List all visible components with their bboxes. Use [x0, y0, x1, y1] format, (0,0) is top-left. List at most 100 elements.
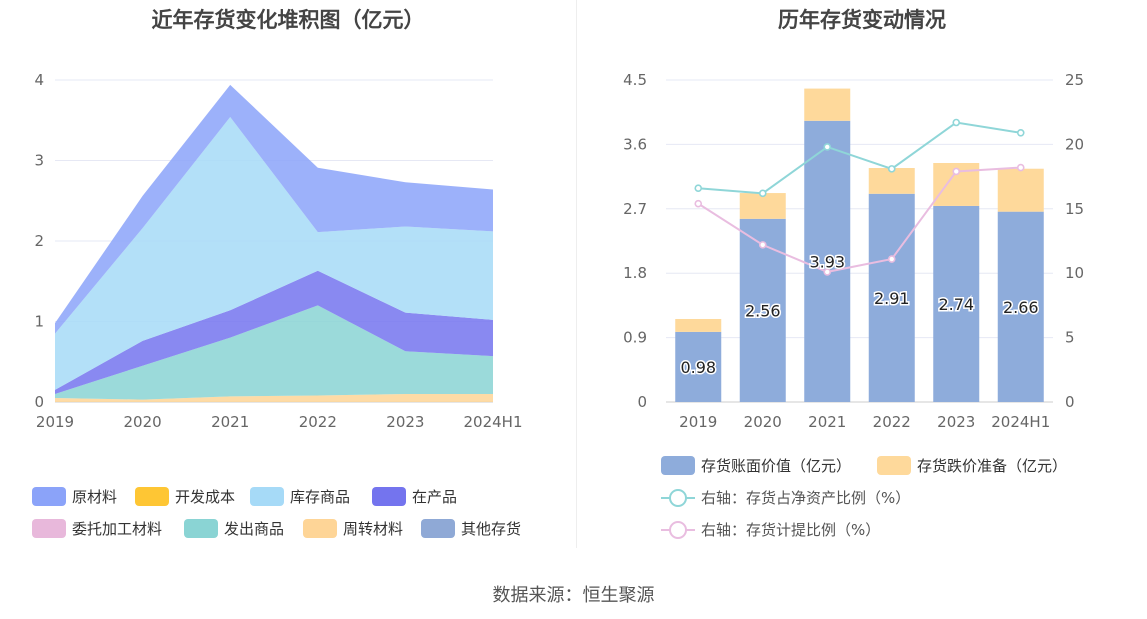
legend-item[interactable]: 存货账面价值（亿元）: [661, 455, 851, 476]
area-4: [55, 270, 493, 394]
legend-label: 委托加工材料: [72, 520, 163, 538]
bar-impairment-reserve: [804, 88, 851, 121]
bar-carrying-value: [675, 331, 722, 402]
y-tick-label: 3: [34, 152, 44, 170]
legend-swatch: [32, 487, 66, 506]
bar-impairment-reserve: [739, 193, 786, 219]
x-tick-label: 2020: [744, 413, 782, 431]
legend-line-marker: [661, 488, 695, 508]
y-left-tick-label: 4.5: [623, 71, 647, 89]
legend-item[interactable]: 库存商品: [250, 486, 350, 507]
bar-carrying-value: [997, 211, 1044, 402]
y-left-tick-label: 2.7: [623, 200, 647, 218]
y-right-tick-label: 15: [1065, 200, 1084, 218]
area-3: [55, 117, 493, 390]
bar-value-label: 2.66: [1003, 298, 1039, 317]
legend-item[interactable]: 右轴：存货计提比例（%）: [661, 519, 880, 540]
left-chart-title: 近年存货变化堆积图（亿元）: [151, 8, 425, 32]
legend-item[interactable]: 原材料: [32, 486, 117, 507]
legend-label: 库存商品: [290, 488, 351, 506]
bar-carrying-value: [804, 120, 851, 402]
legend-label: 开发成本: [175, 488, 236, 506]
legend-label: 周转材料: [343, 520, 404, 538]
bar-carrying-value: [739, 218, 786, 402]
bar-line-chart-panel: 历年存货变动情况 0 0.9 1.8 2.7 3.6 4.5 0 5 10 15 20 25 2019 2…: [577, 0, 1147, 560]
line-point: [823, 268, 832, 276]
y-right-tick-label: 25: [1065, 71, 1084, 89]
line-point: [887, 255, 896, 263]
legend-label: 其他存货: [461, 520, 522, 538]
legend-item[interactable]: 开发成本: [135, 486, 235, 507]
legend-swatch: [250, 487, 284, 506]
legend-swatch: [372, 487, 406, 506]
x-tick-label: 2021: [211, 413, 249, 431]
y-tick-label: 4: [34, 71, 44, 89]
x-tick-label: 2023: [937, 413, 975, 431]
x-tick-label: 2020: [124, 413, 162, 431]
bar-impairment-reserve: [675, 318, 722, 332]
legend-label: 存货跌价准备（亿元）: [917, 457, 1068, 475]
x-tick-label: 2021: [808, 413, 846, 431]
bar-value-label: 2.74: [938, 295, 974, 314]
legend-label: 在产品: [412, 488, 458, 506]
x-tick-label: 2022: [873, 413, 911, 431]
line-point: [758, 189, 767, 198]
legend-swatch: [661, 456, 695, 475]
legend-circle: [669, 520, 687, 539]
line-point: [1016, 129, 1025, 137]
line-point: [823, 143, 832, 151]
legend-item[interactable]: 发出商品: [184, 518, 284, 539]
bar-value-label: 2.56: [745, 301, 781, 320]
legend-item[interactable]: 在产品: [372, 486, 457, 507]
y-right-tick-label: 5: [1065, 329, 1075, 347]
legend-swatch: [184, 519, 218, 538]
y-tick-label: 1: [34, 313, 44, 331]
area-7: [55, 393, 493, 402]
y-left-tick-label: 0.9: [623, 329, 647, 347]
legend-item[interactable]: 其他存货: [421, 518, 521, 539]
bar-value-label: 3.93: [809, 252, 845, 271]
bar-carrying-value: [868, 193, 915, 402]
area-6: [55, 305, 493, 400]
y-left-tick-label: 3.6: [623, 135, 647, 153]
x-tick-label: 2024H1: [991, 413, 1050, 431]
legend-swatch: [32, 519, 66, 538]
right-chart-title: 历年存货变动情况: [778, 8, 946, 32]
line-point: [1016, 163, 1025, 172]
bar-value-label: 0.98: [680, 358, 716, 377]
legend-item[interactable]: 存货跌价准备（亿元）: [877, 455, 1067, 476]
line-series-2: [697, 166, 1021, 273]
line-point: [694, 184, 703, 192]
stacked-area-chart: 0 1 2 3 4 2019 2020 2021 2022 2023 2024H1: [34, 71, 523, 431]
bar-impairment-reserve: [997, 168, 1044, 212]
legend-label: 原材料: [72, 488, 118, 506]
legend-swatch: [303, 519, 337, 538]
x-tick-label: 2022: [299, 413, 337, 431]
stacked-area-chart-panel: 近年存货变化堆积图（亿元） 0 1 2 3 4 2019 2020 2021 2022 2023 2…: [0, 0, 576, 560]
y-left-tick-label: 1.8: [623, 264, 647, 282]
legend-item[interactable]: 委托加工材料: [32, 518, 162, 539]
line-point: [694, 199, 703, 208]
x-tick-label: 2019: [679, 413, 717, 431]
legend-item[interactable]: 周转材料: [303, 518, 403, 539]
legend-swatch: [135, 487, 169, 506]
line-point: [887, 165, 896, 173]
legend-swatch: [421, 519, 455, 538]
line-point: [952, 118, 961, 127]
x-tick-label: 2023: [386, 413, 424, 431]
legend-label: 右轴：存货占净资产比例（%）: [701, 489, 911, 507]
y-tick-label: 2: [34, 232, 44, 250]
data-source-label: 数据来源：恒生聚源: [492, 585, 655, 606]
bar-value-label: 2.91: [874, 289, 910, 308]
bar-line-chart: 0 0.9 1.8 2.7 3.6 4.5 0 5 10 15 20 25 2019 2020 2021 20…: [623, 71, 1084, 431]
legend-item[interactable]: 右轴：存货占净资产比例（%）: [661, 487, 910, 508]
line-point: [952, 167, 961, 176]
x-tick-label: 2024H1: [464, 413, 523, 431]
line-point: [758, 241, 767, 249]
line-series-1: [698, 121, 1021, 195]
bar-carrying-value: [933, 205, 980, 402]
legend-label: 存货账面价值（亿元）: [701, 457, 852, 475]
y-right-tick-label: 0: [1065, 393, 1075, 411]
y-right-tick-label: 10: [1065, 264, 1084, 282]
legend-swatch: [877, 456, 911, 475]
